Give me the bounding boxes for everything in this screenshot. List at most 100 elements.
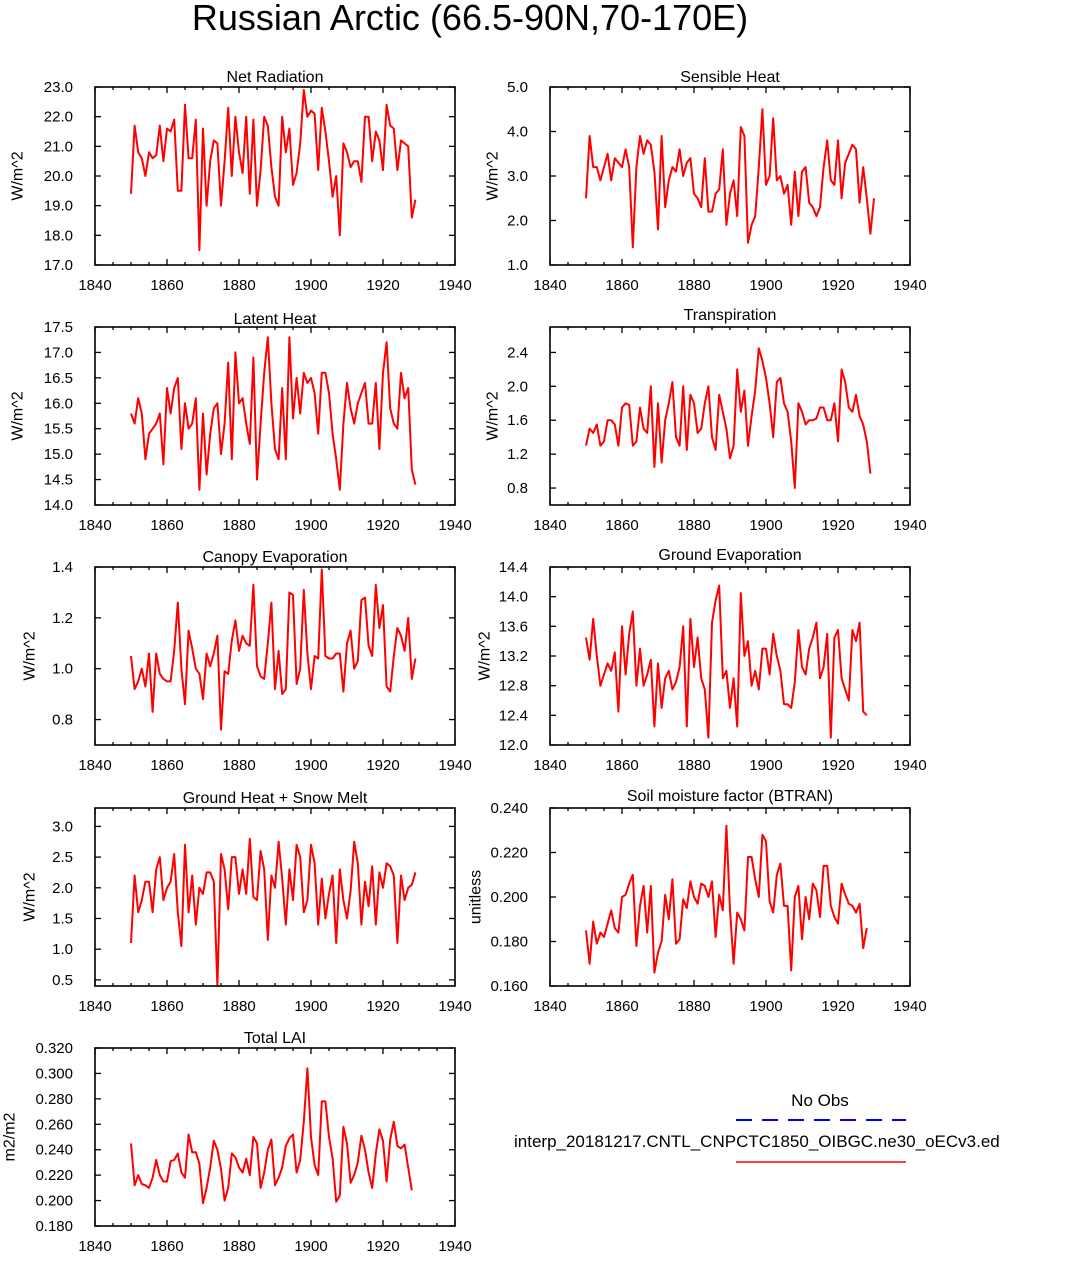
x-tick-label: 1880 bbox=[222, 517, 255, 534]
x-tick-label: 1900 bbox=[749, 757, 782, 774]
panel-2: Sensible Heat W/m^2 1840 1860 1880 1900 1920 19… bbox=[485, 69, 927, 294]
x-tick-label: 1920 bbox=[821, 517, 854, 534]
plot-frame bbox=[94, 1047, 456, 1227]
panel-title: Canopy Evaporation bbox=[203, 549, 348, 566]
y-tick-label: 1.0 bbox=[52, 661, 73, 678]
y-tick-label: 21.0 bbox=[44, 138, 73, 155]
y-axis-label: W/m^2 bbox=[22, 631, 39, 680]
x-tick-label: 1940 bbox=[893, 998, 926, 1015]
x-tick-label: 1920 bbox=[821, 757, 854, 774]
y-tick-label: 2.4 bbox=[507, 344, 528, 361]
y-tick-label: 12.0 bbox=[499, 737, 528, 754]
x-tick-label: 1880 bbox=[677, 277, 710, 294]
x-tick-label: 1940 bbox=[438, 1238, 471, 1255]
y-tick-label: 0.220 bbox=[490, 845, 528, 862]
y-tick-label: 23.0 bbox=[44, 79, 73, 96]
x-tick-label: 1840 bbox=[533, 517, 566, 534]
y-tick-label: 14.0 bbox=[499, 589, 528, 606]
series-line bbox=[130, 336, 417, 491]
x-tick-label: 1940 bbox=[893, 757, 926, 774]
series-line bbox=[130, 837, 417, 987]
y-tick-label: 22.0 bbox=[44, 109, 73, 126]
x-tick-label: 1840 bbox=[533, 757, 566, 774]
x-tick-label: 1840 bbox=[533, 998, 566, 1015]
y-tick-label: 13.6 bbox=[499, 618, 528, 635]
y-tick-label: 0.260 bbox=[35, 1116, 73, 1133]
y-tick-label: 1.5 bbox=[52, 910, 73, 927]
y-tick-label: 15.5 bbox=[44, 421, 73, 438]
y-tick-label: 14.4 bbox=[499, 559, 528, 576]
series-line bbox=[585, 347, 872, 489]
y-tick-label: 17.0 bbox=[44, 344, 73, 361]
y-axis-label: m2/m2 bbox=[2, 1112, 19, 1161]
y-tick-label: 18.0 bbox=[44, 227, 73, 244]
y-tick-label: 2.0 bbox=[52, 880, 73, 897]
y-tick-label: 16.5 bbox=[44, 370, 73, 387]
x-tick-label: 1920 bbox=[366, 1238, 399, 1255]
y-axis-label: W/m^2 bbox=[10, 391, 27, 440]
panel-6: Ground Evaporation W/m^2 1840 1860 1880 1900 1… bbox=[477, 547, 927, 774]
x-tick-label: 1860 bbox=[150, 517, 183, 534]
x-tick-label: 1840 bbox=[78, 757, 111, 774]
panel-3: Latent Heat W/m^2 1840 1860 1880 1900 1920 1940… bbox=[10, 311, 472, 534]
y-tick-label: 0.8 bbox=[507, 480, 528, 497]
y-tick-label: 13.2 bbox=[499, 648, 528, 665]
y-tick-label: 0.200 bbox=[35, 1193, 73, 1210]
x-tick-label: 1860 bbox=[150, 757, 183, 774]
panel-7: Ground Heat + Snow Melt W/m^2 1840 1860 1880… bbox=[22, 790, 472, 1015]
plot-frame bbox=[94, 566, 456, 746]
y-tick-label: 17.0 bbox=[44, 257, 73, 274]
x-tick-label: 1900 bbox=[749, 277, 782, 294]
series-line bbox=[130, 568, 417, 731]
panel-8: Soil moisture factor (BTRAN) unitless 1840… bbox=[468, 788, 927, 1015]
x-tick-label: 1860 bbox=[605, 517, 638, 534]
x-tick-label: 1880 bbox=[222, 277, 255, 294]
y-tick-label: 3.0 bbox=[52, 818, 73, 835]
panel-title: Soil moisture factor (BTRAN) bbox=[627, 788, 833, 805]
x-tick-label: 1880 bbox=[677, 517, 710, 534]
y-tick-label: 1.0 bbox=[507, 257, 528, 274]
y-tick-label: 0.180 bbox=[490, 934, 528, 951]
legend-model-label: interp_20181217.CNTL_CNPCTC1850_OIBGC.ne… bbox=[514, 1132, 1000, 1151]
y-tick-label: 0.160 bbox=[490, 978, 528, 995]
y-tick-label: 17.5 bbox=[44, 319, 73, 336]
x-tick-label: 1860 bbox=[150, 1238, 183, 1255]
y-tick-label: 3.0 bbox=[507, 168, 528, 185]
x-tick-label: 1920 bbox=[366, 277, 399, 294]
plot-frame bbox=[94, 326, 456, 506]
panel-1: Net Radiation W/m^2 1840 1860 1880 1900 1920 19… bbox=[10, 69, 472, 294]
x-tick-label: 1940 bbox=[438, 517, 471, 534]
x-tick-label: 1840 bbox=[78, 998, 111, 1015]
y-tick-label: 20.0 bbox=[44, 168, 73, 185]
x-tick-label: 1900 bbox=[294, 998, 327, 1015]
x-tick-label: 1940 bbox=[893, 277, 926, 294]
x-tick-label: 1900 bbox=[749, 998, 782, 1015]
panel-title: Ground Heat + Snow Melt bbox=[183, 790, 368, 807]
y-tick-label: 0.240 bbox=[35, 1142, 73, 1159]
x-tick-label: 1840 bbox=[78, 517, 111, 534]
y-tick-label: 1.2 bbox=[507, 446, 528, 463]
x-tick-label: 1840 bbox=[533, 277, 566, 294]
x-tick-label: 1940 bbox=[438, 757, 471, 774]
x-tick-label: 1920 bbox=[821, 998, 854, 1015]
panel-title: Transpiration bbox=[684, 307, 777, 324]
y-tick-label: 0.8 bbox=[52, 712, 73, 729]
x-tick-label: 1840 bbox=[78, 277, 111, 294]
plot-frame bbox=[549, 807, 911, 987]
x-tick-label: 1860 bbox=[605, 277, 638, 294]
plot-frame bbox=[549, 566, 911, 746]
series-line bbox=[585, 824, 868, 974]
y-tick-label: 16.0 bbox=[44, 395, 73, 412]
y-tick-label: 0.220 bbox=[35, 1167, 73, 1184]
series-line bbox=[130, 89, 417, 252]
y-tick-label: 0.5 bbox=[52, 972, 73, 989]
y-tick-label: 0.180 bbox=[35, 1218, 73, 1235]
y-tick-label: 1.2 bbox=[52, 610, 73, 627]
y-tick-label: 4.0 bbox=[507, 124, 528, 141]
y-axis-label: unitless bbox=[468, 870, 485, 924]
plot-frame bbox=[549, 326, 911, 506]
y-axis-label: W/m^2 bbox=[477, 631, 494, 680]
panels: Net Radiation W/m^2 1840 1860 1880 1900 1920 19… bbox=[2, 69, 927, 1255]
y-tick-label: 1.0 bbox=[52, 941, 73, 958]
y-tick-label: 1.6 bbox=[507, 412, 528, 429]
